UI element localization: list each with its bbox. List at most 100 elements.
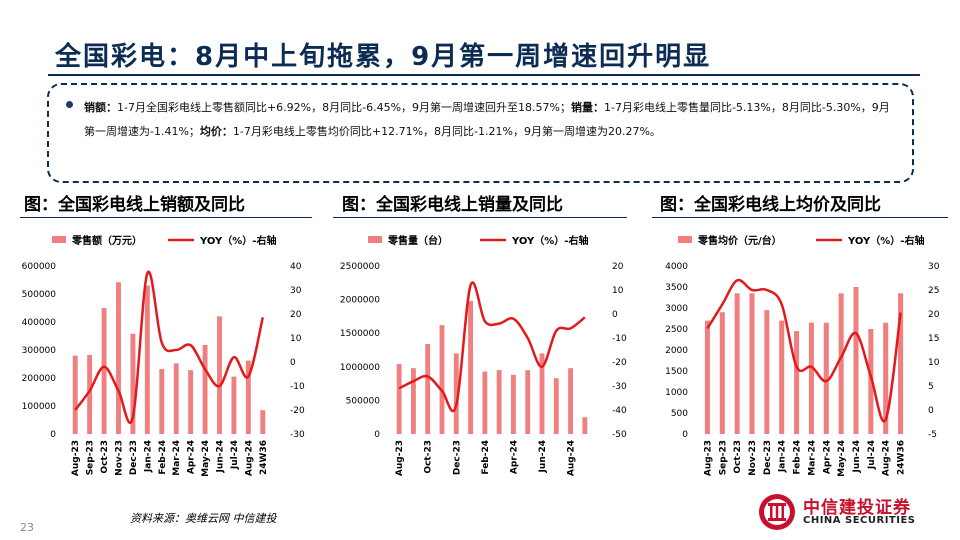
logo-text-en: CHINA SECURITIES	[803, 515, 916, 526]
x-tick-label: Sep-23	[86, 440, 96, 475]
bar	[260, 410, 266, 434]
bar	[439, 325, 445, 434]
bar	[425, 343, 431, 434]
bar	[87, 355, 93, 434]
y-right-tick-label: 30	[928, 262, 940, 272]
y-left-tick-label: 100000	[22, 402, 57, 412]
y-right-tick-label: -5	[928, 430, 937, 440]
x-tick-label: Feb-24	[481, 440, 491, 475]
y-right-tick-label: 5	[928, 382, 934, 392]
x-tick-label: Dec-23	[763, 440, 773, 475]
bar	[582, 417, 588, 434]
y-right-tick-label: 20	[928, 310, 940, 320]
x-tick-label: Jan-24	[143, 440, 153, 473]
bar	[808, 322, 814, 434]
y-left-tick-label: 400000	[22, 318, 57, 328]
y-left-tick-label: 0	[50, 430, 56, 440]
y-right-tick-label: -40	[612, 406, 627, 416]
bar	[130, 333, 136, 434]
y-right-tick-label: -30	[290, 430, 305, 440]
bar	[838, 293, 844, 434]
bar	[794, 331, 800, 434]
legend-bar-swatch	[368, 236, 382, 243]
bar	[496, 370, 502, 434]
page-title: 全国彩电：8月中上旬拖累，9月第一周增速回升明显	[55, 42, 712, 72]
legend-bar-label: 零售量（台）	[387, 234, 448, 247]
y-left-tick-label: 2000000	[340, 296, 380, 306]
bar	[539, 353, 545, 434]
y-right-tick-label: 10	[928, 358, 940, 368]
y-left-tick-label: 200000	[22, 374, 57, 384]
y-left-tick-label: 1000000	[340, 363, 380, 373]
x-tick-label: Nov-23	[115, 440, 125, 476]
x-tick-label: Aug-24	[567, 440, 577, 476]
y-left-tick-label: 1000	[665, 388, 688, 398]
yoy-line	[398, 281, 586, 413]
legend-line-label: YOY（%）-右轴	[511, 234, 588, 247]
bar	[453, 353, 459, 434]
y-left-tick-label: 2000	[665, 346, 688, 356]
summary-text: 销额：1-7月全国彩电线上零售额同比+6.92%，8月同比-6.45%，9月第一…	[84, 96, 892, 144]
legend-bar-label: 零售额（万元）	[71, 234, 142, 247]
y-left-tick-label: 2500000	[340, 262, 380, 272]
y-right-tick-label: 25	[928, 286, 939, 296]
y-left-tick-label: 0	[374, 430, 380, 440]
x-tick-label: Apr-24	[822, 440, 832, 474]
y-right-tick-label: 0	[612, 310, 618, 320]
yoy-line	[74, 270, 265, 424]
y-left-tick-label: 300000	[22, 346, 57, 356]
y-right-tick-label: 20	[612, 262, 624, 272]
y-left-tick-label: 4000	[665, 262, 688, 272]
y-left-tick-label: 3000	[665, 304, 688, 314]
y-right-tick-label: 10	[290, 334, 302, 344]
x-tick-label: Aug-24	[882, 440, 892, 476]
bar	[823, 322, 829, 434]
bar	[898, 293, 904, 434]
bar	[245, 360, 251, 434]
bar	[72, 355, 78, 434]
bar	[749, 293, 755, 434]
y-right-tick-label: 20	[290, 310, 302, 320]
volume-chart: 零售量（台） YOY（%）-右轴 0 500000 1000000 1500000 2000…	[340, 234, 627, 476]
bar	[511, 374, 516, 434]
legend-bar-swatch	[678, 236, 692, 243]
y-left-tick-label: 1500000	[340, 329, 380, 339]
x-tick-label: Oct-23	[100, 440, 110, 474]
y-right-tick-label: 10	[612, 286, 624, 296]
x-tick-label: Oct-23	[424, 440, 434, 474]
x-tick-label: May-24	[837, 440, 847, 477]
bar	[159, 369, 165, 434]
chart-title-rule-volume	[333, 217, 627, 218]
bar	[231, 376, 237, 434]
y-right-tick-label: -20	[290, 406, 305, 416]
x-tick-label: Aug-24	[244, 440, 254, 476]
y-right-tick-label: 0	[928, 406, 934, 416]
bar	[853, 287, 859, 434]
y-left-tick-label: 0	[682, 430, 688, 440]
x-tick-label: Jun-24	[216, 440, 226, 473]
volume-label: 销量：	[570, 101, 604, 114]
legend-line-label: YOY（%）-右轴	[199, 234, 276, 247]
price-label: 均价：	[199, 125, 233, 138]
price-text: 1-7月彩电线上零售均价同比+12.71%，8月同比-1.21%，9月第一周增速…	[232, 125, 661, 138]
bar	[779, 320, 785, 434]
bar	[468, 300, 473, 434]
bar	[144, 285, 150, 434]
x-tick-label: Feb-24	[793, 440, 803, 475]
x-tick-label: May-24	[201, 440, 211, 477]
x-tick-label: Apr-24	[187, 440, 197, 474]
bar	[173, 363, 179, 434]
bar	[482, 371, 488, 434]
page-number: 23	[20, 521, 34, 534]
y-left-tick-label: 500000	[346, 396, 381, 406]
x-tick-label: Mar-24	[172, 440, 182, 476]
x-tick-label: Jun-24	[852, 440, 862, 473]
bar	[396, 364, 402, 434]
y-left-tick-label: 2500	[665, 325, 688, 335]
chart-title-volume: 图：全国彩电线上销量及同比	[342, 195, 563, 215]
y-left-tick-label: 1500	[665, 367, 688, 377]
x-tick-label: Mar-24	[807, 440, 817, 476]
x-tick-label: 24W36	[259, 440, 269, 475]
sales-text: 1-7月全国彩电线上零售额同比+6.92%，8月同比-6.45%，9月第一周增速…	[117, 101, 571, 114]
bar	[411, 368, 416, 434]
